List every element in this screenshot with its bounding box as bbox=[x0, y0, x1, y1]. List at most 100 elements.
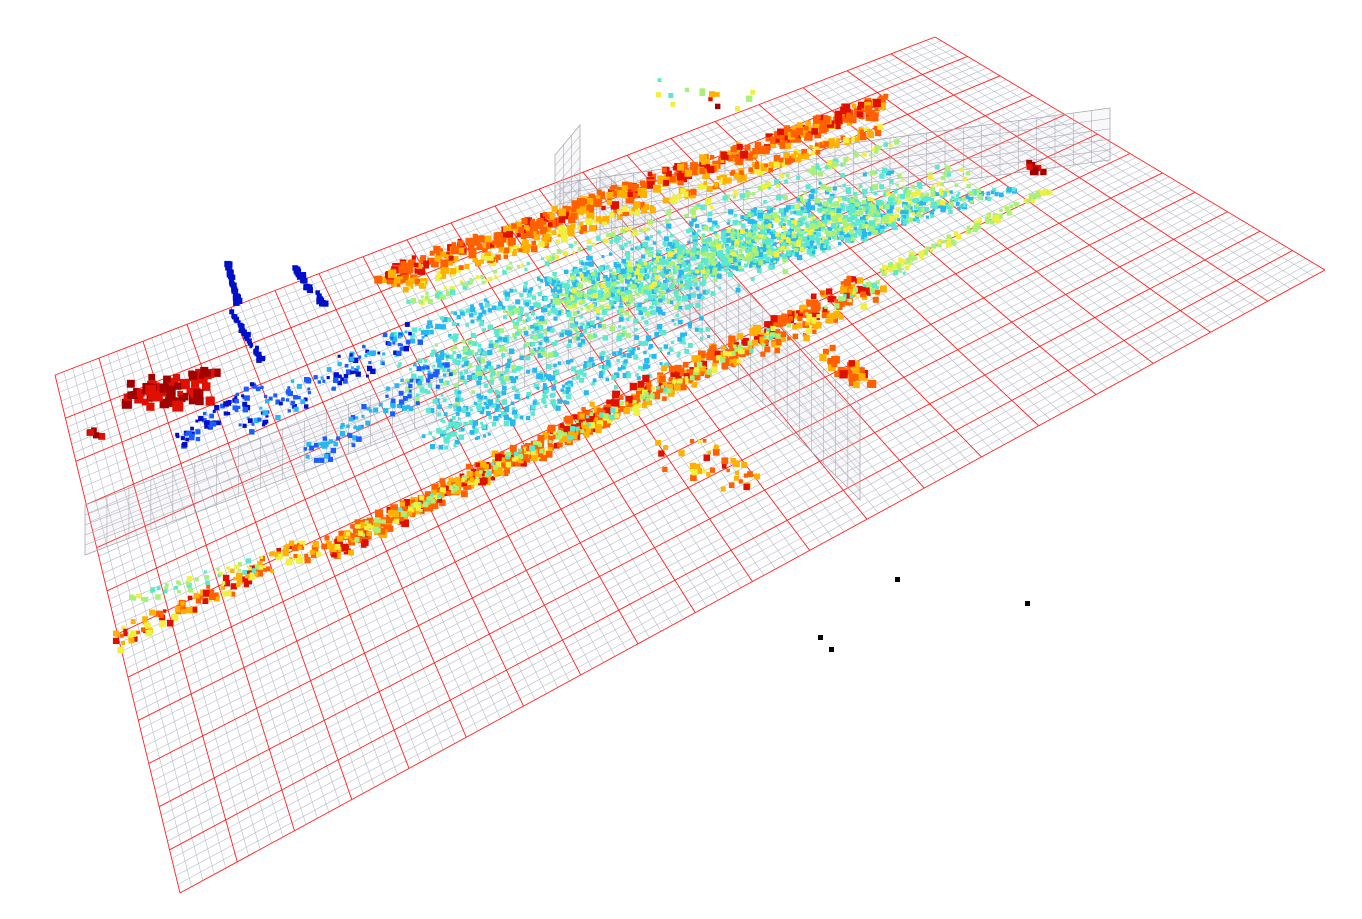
lidar-point bbox=[520, 460, 527, 467]
lidar-point bbox=[805, 327, 812, 334]
lidar-point bbox=[642, 363, 649, 370]
lidar-point bbox=[601, 205, 606, 211]
lidar-point bbox=[752, 324, 762, 334]
lidar-point bbox=[542, 212, 548, 217]
lidar-point bbox=[827, 220, 831, 225]
lidar-point bbox=[371, 521, 380, 530]
lidar-point bbox=[449, 354, 454, 360]
lidar-point bbox=[391, 332, 397, 338]
lidar-point bbox=[220, 403, 225, 409]
lidar-point bbox=[918, 251, 924, 256]
lidar-point bbox=[619, 244, 624, 249]
lidar-point bbox=[731, 228, 735, 231]
lidar-point bbox=[528, 325, 533, 330]
lidar-point bbox=[807, 168, 812, 173]
lidar-point bbox=[292, 404, 297, 409]
lidar-point bbox=[456, 406, 462, 412]
lidar-point bbox=[480, 305, 485, 310]
lidar-point bbox=[870, 220, 876, 225]
lidar-point bbox=[262, 420, 267, 425]
lidar-point bbox=[417, 267, 425, 275]
lidar-point bbox=[786, 246, 790, 251]
lidar-point bbox=[999, 208, 1003, 213]
lidar-point bbox=[857, 187, 861, 191]
lidar-point bbox=[576, 420, 579, 423]
lidar-point bbox=[587, 333, 593, 340]
lidar-point bbox=[776, 160, 784, 167]
lidar-point bbox=[366, 374, 369, 378]
lidar-point bbox=[320, 441, 326, 447]
lidar-point bbox=[843, 118, 849, 123]
lidar-point bbox=[337, 380, 342, 386]
lidar-point bbox=[605, 377, 610, 382]
lidar-point bbox=[530, 348, 534, 353]
lidar-point bbox=[634, 335, 639, 340]
lidar-point bbox=[721, 260, 727, 267]
lidar-point bbox=[893, 264, 898, 269]
lidar-point bbox=[701, 233, 706, 238]
lidar-point bbox=[476, 380, 482, 385]
point-cluster bbox=[234, 322, 430, 435]
lidar-point bbox=[365, 420, 371, 426]
lidar-point bbox=[450, 489, 455, 493]
lidar-point bbox=[693, 241, 698, 247]
lidar-point bbox=[919, 193, 925, 199]
lidar-point bbox=[484, 255, 489, 261]
lidar-point bbox=[237, 320, 241, 324]
lidar-point bbox=[538, 442, 543, 447]
lidar-point bbox=[905, 192, 911, 197]
lidar-point bbox=[913, 256, 918, 261]
lidar-point bbox=[713, 278, 718, 282]
lidar-point bbox=[462, 284, 468, 290]
lidar-point bbox=[427, 299, 433, 304]
lidar-point bbox=[763, 335, 767, 339]
lidar-point bbox=[388, 269, 397, 279]
lidar-point bbox=[678, 319, 683, 325]
lidar-point bbox=[699, 261, 703, 265]
lidar-point bbox=[735, 239, 739, 243]
lidar-point bbox=[878, 145, 882, 149]
lidar-point bbox=[907, 204, 911, 208]
lidar-point bbox=[548, 435, 553, 440]
lidar-point bbox=[419, 386, 425, 392]
lidar-point bbox=[775, 333, 781, 339]
lidar-point bbox=[602, 335, 609, 341]
lidar-point bbox=[584, 325, 589, 330]
lidar-point bbox=[404, 322, 410, 327]
lidar-point bbox=[591, 280, 595, 284]
lidar-point bbox=[865, 109, 872, 116]
lidar-point bbox=[559, 438, 564, 443]
lidar-point bbox=[932, 208, 936, 211]
lidar-point bbox=[665, 274, 669, 278]
lidar-point bbox=[647, 374, 652, 379]
lidar-point bbox=[543, 296, 549, 301]
lidar-point bbox=[774, 179, 779, 185]
lidar-point bbox=[649, 305, 653, 310]
lidar-point bbox=[683, 332, 687, 336]
lidar-point bbox=[391, 404, 396, 409]
lidar-point bbox=[544, 276, 550, 282]
lidar-point bbox=[1034, 193, 1041, 199]
lidar-point bbox=[663, 266, 668, 271]
lidar-point bbox=[532, 367, 538, 373]
lidar-point bbox=[867, 212, 871, 217]
lidar-point bbox=[767, 321, 775, 329]
lidar-point bbox=[893, 189, 898, 194]
lidar-point bbox=[680, 188, 686, 194]
lidar-point bbox=[492, 465, 498, 470]
lidar-point bbox=[531, 240, 536, 246]
lidar-point bbox=[639, 385, 645, 390]
lidar-point bbox=[645, 262, 650, 267]
lidar-point bbox=[440, 364, 446, 370]
lidar-point bbox=[806, 299, 814, 307]
lidar-point bbox=[552, 298, 559, 304]
lidar-point bbox=[617, 287, 622, 291]
lidar-point bbox=[647, 181, 655, 189]
lidar-point bbox=[456, 322, 460, 326]
lidar-point bbox=[317, 380, 321, 384]
lidar-point bbox=[855, 210, 860, 215]
lidar-point bbox=[852, 233, 857, 238]
lidar-point bbox=[788, 316, 793, 321]
